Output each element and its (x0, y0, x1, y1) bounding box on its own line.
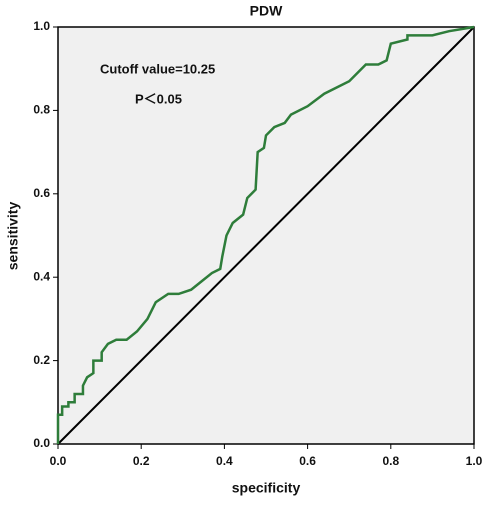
y-tick-label: 1.0 (33, 19, 50, 33)
reference-line (57, 26, 475, 445)
y-tick-label: 0.0 (33, 436, 50, 450)
x-tick-label: 0.4 (216, 454, 233, 468)
roc-curve (56, 25, 475, 444)
x-axis-label: specificity (232, 480, 301, 496)
x-tick-label: 0.8 (382, 454, 399, 468)
y-tick-label: 0.8 (33, 103, 50, 117)
y-tick-label: 0.4 (33, 269, 50, 283)
annotation: P＜0.05 (135, 91, 182, 106)
y-tick-label: 0.2 (33, 353, 50, 367)
x-tick-label: 0.2 (133, 454, 150, 468)
annotation: Cutoff value=10.25 (100, 61, 215, 76)
x-tick-label: 0.6 (299, 454, 316, 468)
x-tick-label: 1.0 (466, 454, 483, 468)
y-axis-label: sensitivity (5, 202, 21, 271)
y-tick-label: 0.6 (33, 186, 50, 200)
x-tick-label: 0.0 (50, 454, 67, 468)
chart-title: PDW (250, 3, 283, 19)
